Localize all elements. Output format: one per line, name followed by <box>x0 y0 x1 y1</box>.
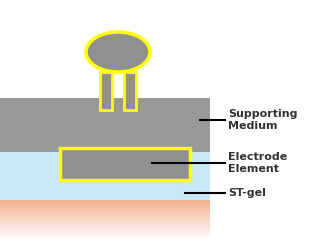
Bar <box>0 214 210 215</box>
Bar <box>0 207 210 208</box>
Bar <box>0 211 210 212</box>
Bar <box>0 226 210 227</box>
Bar <box>0 200 210 201</box>
Bar <box>0 210 210 211</box>
Bar <box>0 213 210 214</box>
Bar <box>0 202 210 203</box>
Bar <box>0 235 210 236</box>
Bar <box>0 212 210 213</box>
Bar <box>0 203 210 204</box>
Bar <box>0 98 210 152</box>
Text: Supporting
Medium: Supporting Medium <box>228 109 298 131</box>
Bar <box>60 148 190 180</box>
Bar <box>0 215 210 216</box>
Bar <box>0 228 210 229</box>
Bar <box>0 232 210 233</box>
Bar <box>0 208 210 209</box>
Bar <box>0 230 210 231</box>
Bar <box>0 222 210 223</box>
Bar <box>0 201 210 202</box>
Bar <box>0 209 210 210</box>
Bar <box>0 227 210 228</box>
Text: ST-gel: ST-gel <box>228 188 266 198</box>
Ellipse shape <box>86 32 150 72</box>
Bar <box>100 72 112 110</box>
Bar <box>0 223 210 224</box>
Bar <box>0 206 210 207</box>
Bar <box>0 218 210 219</box>
Bar <box>0 231 210 232</box>
Bar <box>0 233 210 234</box>
Bar <box>0 204 210 205</box>
Bar <box>124 72 136 110</box>
Bar <box>0 220 210 221</box>
Bar <box>0 219 210 220</box>
Text: Electrode
Element: Electrode Element <box>228 152 287 174</box>
Bar <box>0 152 210 200</box>
Bar <box>0 229 210 230</box>
Bar <box>0 205 210 206</box>
Bar <box>0 238 210 239</box>
Bar <box>0 224 210 225</box>
Bar <box>0 225 210 226</box>
Bar <box>0 217 210 218</box>
Bar <box>0 239 210 240</box>
Bar <box>0 216 210 217</box>
Bar <box>0 234 210 235</box>
Bar <box>0 221 210 222</box>
Bar <box>0 236 210 237</box>
Bar <box>0 237 210 238</box>
